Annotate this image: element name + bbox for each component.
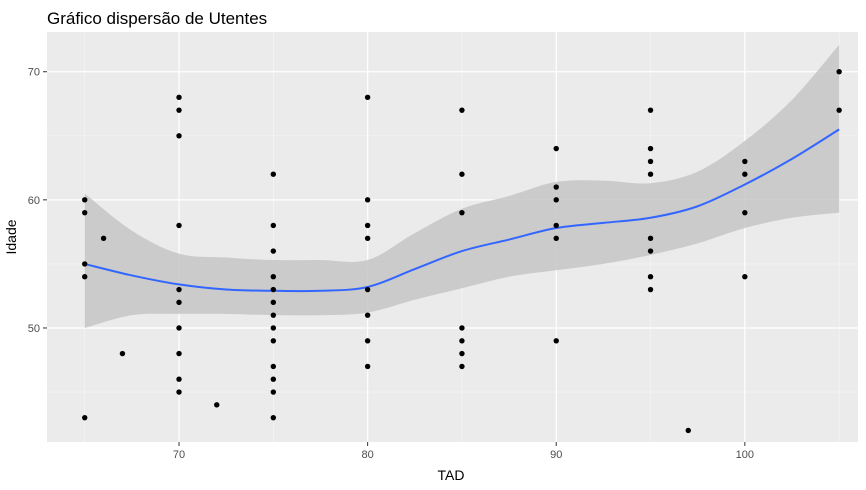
data-point (270, 222, 277, 229)
data-point (176, 325, 182, 331)
data-point (647, 235, 654, 241)
data-point (459, 171, 465, 177)
smooth-line (84, 128, 840, 293)
data-point (553, 197, 559, 203)
data-point (176, 133, 182, 139)
data-point (119, 350, 126, 357)
data-point (270, 312, 277, 318)
data-point (553, 222, 559, 229)
data-point (214, 402, 220, 408)
data-point (742, 274, 748, 280)
data-point (82, 261, 88, 267)
data-point (364, 197, 371, 203)
data-point (459, 107, 465, 113)
y-axis-title: Idade (3, 219, 19, 254)
x-tick-label: 80 (362, 449, 374, 461)
data-point (553, 184, 559, 190)
data-point (553, 338, 559, 344)
confidence-band (84, 44, 840, 328)
data-point (270, 248, 277, 254)
data-point (364, 363, 371, 370)
data-point (82, 209, 88, 216)
chart-title: Gráfico dispersão de Utentes (47, 9, 267, 28)
data-point (742, 171, 748, 177)
x-tick-label: 90 (550, 449, 562, 461)
data-point (82, 414, 88, 421)
data-point (647, 158, 654, 165)
data-point (459, 209, 465, 216)
data-point (176, 107, 182, 113)
data-point (647, 107, 654, 113)
data-point (176, 286, 182, 293)
data-point (270, 338, 277, 344)
data-point (364, 312, 371, 318)
data-point (647, 286, 654, 293)
data-point (270, 286, 277, 293)
data-point (647, 274, 654, 280)
data-point (647, 171, 654, 177)
x-axis: 70 80 90 100 (173, 442, 754, 461)
data-point (176, 376, 182, 382)
data-point (836, 69, 842, 75)
data-point (836, 107, 842, 113)
data-point (270, 274, 277, 280)
data-point (100, 235, 107, 241)
data-point (364, 235, 371, 241)
y-tick-label: 50 (28, 323, 40, 335)
data-point (82, 274, 88, 280)
data-point (270, 325, 277, 331)
x-tick-label: 100 (736, 449, 754, 461)
x-axis-title: TAD (438, 467, 465, 483)
data-point (742, 209, 748, 216)
data-point (364, 222, 371, 229)
data-point (647, 145, 654, 152)
data-point (270, 299, 277, 306)
data-points (82, 69, 842, 434)
data-point (459, 338, 465, 344)
x-tick-label: 70 (173, 449, 185, 461)
data-point (270, 171, 277, 177)
data-point (364, 338, 371, 344)
data-point (459, 325, 465, 331)
data-point (176, 94, 182, 101)
y-tick-label: 70 (28, 67, 40, 79)
data-point (270, 363, 277, 370)
data-point (176, 389, 182, 395)
data-point (176, 350, 182, 357)
data-point (270, 414, 277, 421)
data-point (176, 222, 182, 229)
data-point (459, 350, 465, 357)
data-point (742, 158, 748, 165)
data-point (176, 299, 182, 306)
y-tick-label: 60 (28, 195, 40, 207)
data-point (270, 389, 277, 395)
data-point (364, 286, 371, 293)
data-point (685, 427, 691, 434)
data-point (647, 248, 654, 254)
data-point (82, 197, 88, 203)
data-point (459, 363, 465, 370)
data-point (364, 94, 371, 101)
y-axis: 50 60 70 (28, 67, 47, 335)
data-point (553, 235, 559, 241)
data-point (270, 376, 277, 382)
data-point (553, 145, 559, 152)
